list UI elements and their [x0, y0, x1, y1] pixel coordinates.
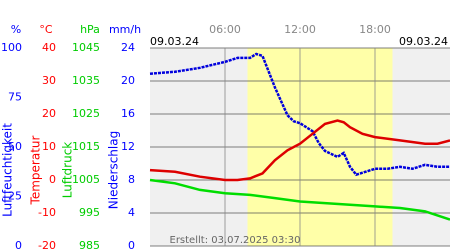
series-line — [149, 52, 450, 177]
y-tick-label: 1005 — [72, 173, 100, 186]
y-tick-label: 0 — [49, 173, 56, 186]
axis-title: Luftfeuchtigkeit — [1, 123, 15, 217]
y-tick-label: 0 — [15, 239, 22, 250]
y-tick-label: 10 — [42, 140, 56, 153]
date-left: 09.03.24 — [150, 35, 199, 48]
y-tick-label: 20 — [42, 107, 56, 120]
y-tick-label: 75 — [8, 91, 22, 104]
date-right: 09.03.24 — [399, 35, 448, 48]
y-tick-label: 24 — [121, 41, 135, 54]
y-tick-label: 0 — [128, 239, 135, 250]
axis-unit: mm/h — [109, 23, 141, 36]
y-tick-label: -20 — [38, 239, 56, 250]
axis-title: Luftdruck — [61, 142, 75, 199]
series-line — [149, 178, 450, 221]
y-tick-label: 25 — [8, 190, 22, 203]
y-tick-label: 1025 — [72, 107, 100, 120]
axis-title: Temperatur — [29, 135, 43, 205]
x-tick-label: 12:00 — [284, 23, 316, 36]
y-tick-label: 100 — [1, 41, 22, 54]
footer: Erstellt: 03.07.2025 03:30 — [170, 235, 301, 246]
x-tick-label: 06:00 — [209, 23, 241, 36]
y-tick-label: 1045 — [72, 41, 100, 54]
y-tick-label: 1015 — [72, 140, 100, 153]
y-tick-label: 4 — [128, 206, 135, 219]
y-tick-label: 1035 — [72, 74, 100, 87]
x-tick-label: 18:00 — [359, 23, 391, 36]
axis-unit: % — [11, 23, 21, 36]
y-tick-label: 30 — [42, 74, 56, 87]
y-tick-label: 12 — [121, 140, 135, 153]
series-line — [149, 119, 450, 182]
y-tick-label: 20 — [121, 74, 135, 87]
y-tick-label: 16 — [121, 107, 135, 120]
axis-unit: °C — [39, 23, 53, 36]
y-tick-label: 8 — [128, 173, 135, 186]
y-tick-label: -10 — [38, 206, 56, 219]
axis-title: Niederschlag — [107, 131, 121, 209]
axis-unit: hPa — [80, 23, 100, 36]
y-tick-label: 995 — [79, 206, 100, 219]
y-tick-label: 985 — [79, 239, 100, 250]
y-tick-label: 40 — [42, 41, 56, 54]
y-tick-label: 50 — [8, 140, 22, 153]
